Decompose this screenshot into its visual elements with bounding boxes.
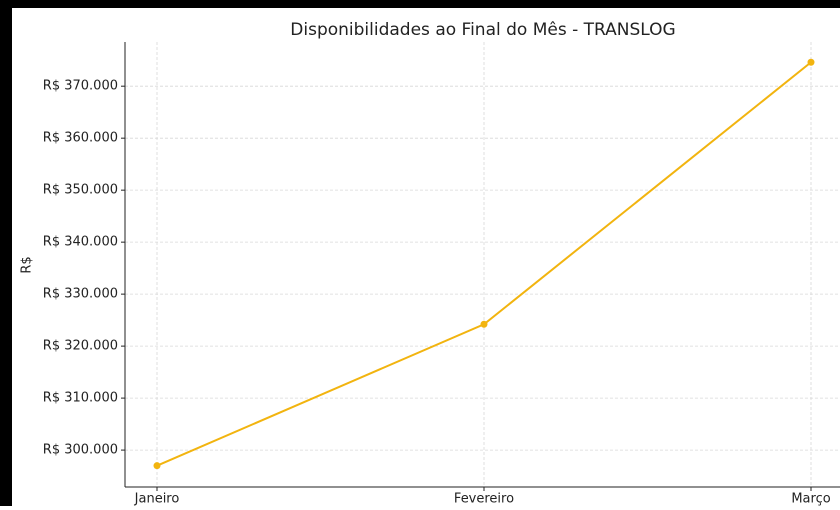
point — [480, 320, 488, 328]
y-tick-label: R$ 300.000 — [43, 443, 118, 458]
y-tick-label: R$ 360.000 — [43, 131, 118, 146]
y-tick-label: R$ 330.000 — [43, 287, 118, 302]
x-tick-label: Março — [791, 492, 830, 507]
y-tick-label: R$ 340.000 — [43, 235, 118, 250]
point — [807, 58, 815, 66]
x-tick-label: Janeiro — [134, 492, 180, 507]
point — [153, 462, 161, 470]
x-tick-label: Fevereiro — [454, 492, 514, 507]
background — [12, 8, 840, 506]
chart-title: Disponibilidades ao Final do Mês - TRANS… — [290, 20, 675, 40]
y-tick-label: R$ 370.000 — [43, 79, 118, 94]
y-axis-label: R$ — [20, 256, 35, 273]
y-tick-label: R$ 320.000 — [43, 339, 118, 354]
y-tick-label: R$ 310.000 — [43, 391, 118, 406]
y-tick-label: R$ 350.000 — [43, 183, 118, 198]
